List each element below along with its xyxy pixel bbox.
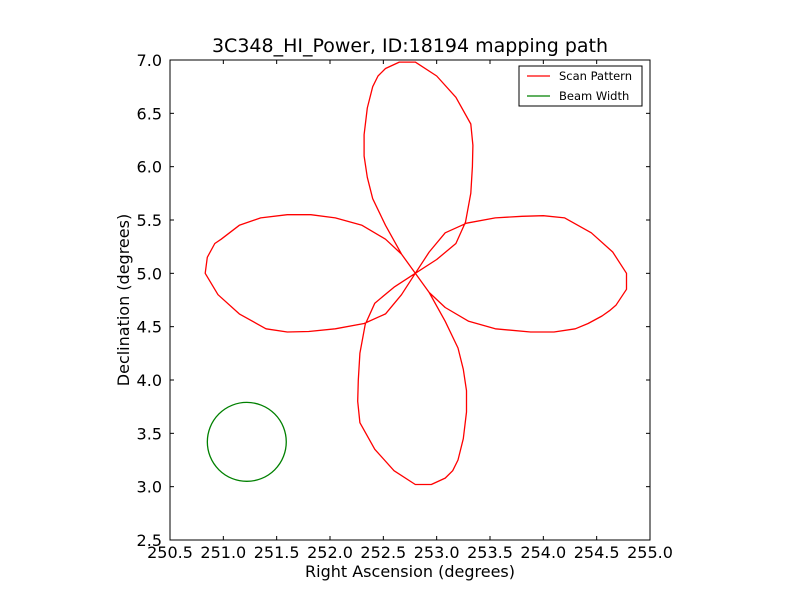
x-tick-label: 254.0 bbox=[520, 543, 566, 562]
legend: Scan Pattern Beam Width bbox=[518, 65, 643, 107]
series-layer bbox=[204, 61, 628, 486]
x-tick-label: 251.5 bbox=[254, 543, 300, 562]
legend-box bbox=[518, 65, 643, 107]
beam-width-circle bbox=[206, 401, 287, 482]
legend-label-scan-pattern: Scan Pattern bbox=[559, 69, 632, 83]
x-tick-label: 252.0 bbox=[307, 543, 353, 562]
y-tick-label: 7.0 bbox=[137, 51, 162, 70]
chart-title: 3C348_HI_Power, ID:18194 mapping path bbox=[212, 35, 608, 57]
y-tick-label: 6.0 bbox=[137, 158, 162, 177]
y-tick-label: 4.5 bbox=[137, 318, 162, 337]
y-tick-label: 6.5 bbox=[137, 104, 162, 123]
x-axis-label: Right Ascension (degrees) bbox=[305, 562, 515, 581]
x-tick-label: 254.5 bbox=[574, 543, 620, 562]
x-tick-label: 251.0 bbox=[200, 543, 246, 562]
x-tick-label: 253.5 bbox=[467, 543, 513, 562]
y-tick-label: 5.0 bbox=[137, 264, 162, 283]
x-tick-label: 250.5 bbox=[147, 543, 193, 562]
y-tick-label: 3.0 bbox=[137, 478, 162, 497]
y-tick-label: 4.0 bbox=[137, 371, 162, 390]
y-axis-label: Declination (degrees) bbox=[114, 214, 133, 386]
plot-area bbox=[170, 60, 650, 540]
x-tick-label: 255.0 bbox=[627, 543, 673, 562]
x-tick-label: 252.5 bbox=[360, 543, 406, 562]
y-tick-label: 2.5 bbox=[137, 531, 162, 550]
plot-frame bbox=[169, 59, 651, 541]
ticks-layer: 250.5 251.0 251.5 252.0 252.5 253.0 253.5 254.0… bbox=[137, 51, 673, 562]
y-tick-label: 5.5 bbox=[137, 211, 162, 230]
y-tick-label: 3.5 bbox=[137, 424, 162, 443]
x-tick-label: 253.0 bbox=[414, 543, 460, 562]
scan-pattern-line bbox=[204, 61, 628, 486]
legend-label-beam-width: Beam Width bbox=[559, 89, 629, 103]
